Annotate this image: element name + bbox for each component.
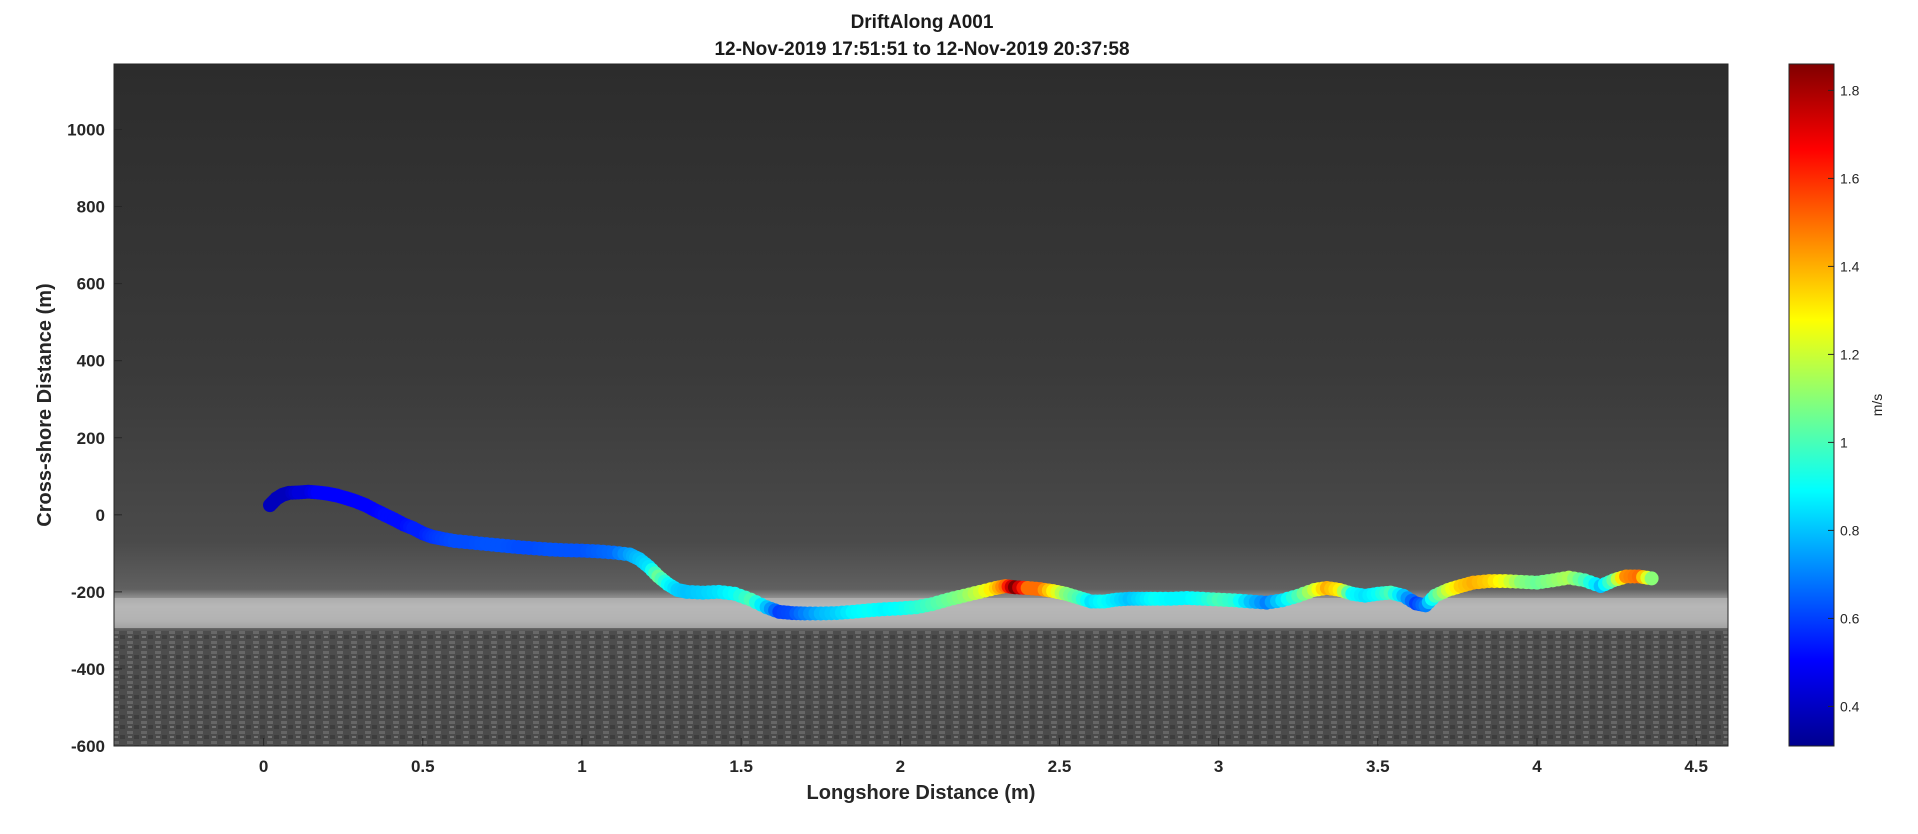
x-tick-label: 3 <box>1214 757 1223 776</box>
y-tick-label: 600 <box>77 275 105 294</box>
colorbar-tick-label: 1.4 <box>1840 258 1860 274</box>
y-axis-ticks: -600 -400 -200 0 200 400 600 800 1000 <box>67 121 122 756</box>
colorbar-tick-label: 0.6 <box>1840 610 1860 626</box>
chart-subtitle: 12-Nov-2019 17:51:51 to 12-Nov-2019 20:3… <box>714 39 1129 60</box>
x-tick-label: 4 <box>1532 757 1542 776</box>
x-axis-label: Longshore Distance (m) <box>807 782 1036 804</box>
y-tick-label: 800 <box>77 198 105 217</box>
y-tick-label: 0 <box>96 506 105 525</box>
y-tick-label: -400 <box>71 660 105 679</box>
y-tick-label: 1000 <box>67 121 105 140</box>
x-tick-label: 2.5 <box>1048 757 1072 776</box>
x-tick-label: 1.5 <box>729 757 753 776</box>
colorbar-ticks: 0.4 0.6 0.8 1 1.2 1.4 1.6 1.8 <box>1828 82 1860 714</box>
colorbar-tick-label: 1 <box>1840 434 1848 450</box>
y-tick-label: -600 <box>71 737 105 756</box>
trajectory-points <box>262 484 1659 621</box>
y-axis-label: Cross-shore Distance (m) <box>34 283 56 526</box>
y-tick-label: -200 <box>71 583 105 602</box>
x-tick-label: 0 <box>259 757 268 776</box>
colorbar-tick-label: 0.8 <box>1840 522 1860 538</box>
colorbar-tick-label: 0.4 <box>1840 698 1860 714</box>
colorbar-tick-label: 1.2 <box>1840 346 1860 362</box>
x-tick-label: 2 <box>896 757 905 776</box>
x-tick-label: 1 <box>577 757 586 776</box>
y-tick-label: 200 <box>77 429 105 448</box>
trajectory-point <box>1644 571 1659 586</box>
chart-title: DriftAlong A001 <box>851 12 994 33</box>
x-tick-label: 3.5 <box>1366 757 1390 776</box>
colorbar-label: m/s <box>1869 394 1885 417</box>
aerial-image-background <box>114 64 1728 746</box>
plot-frame <box>113 63 1729 747</box>
colorbar <box>1788 63 1835 747</box>
x-tick-label: 0.5 <box>411 757 435 776</box>
x-axis-ticks: 0 0.5 1 1.5 2 2.5 3 3.5 4 4.5 <box>259 738 1708 776</box>
x-tick-label: 4.5 <box>1684 757 1708 776</box>
y-tick-label: 400 <box>77 352 105 371</box>
colorbar-tick-label: 1.8 <box>1840 82 1860 98</box>
colorbar-tick-label: 1.6 <box>1840 170 1860 186</box>
